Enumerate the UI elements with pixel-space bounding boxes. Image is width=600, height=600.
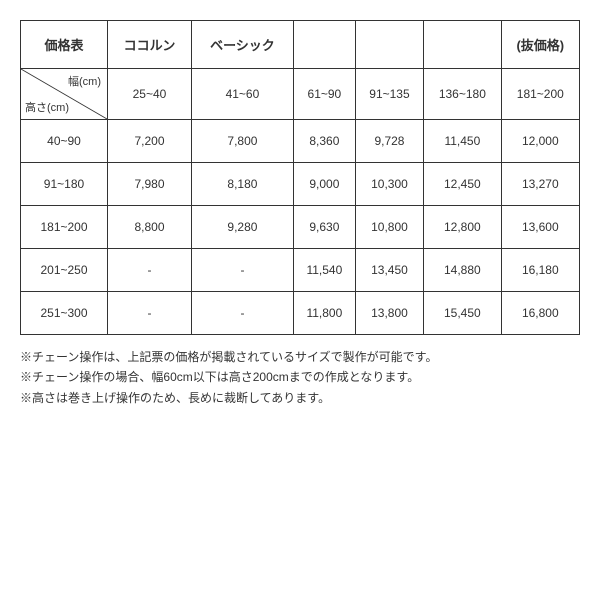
- height-axis-label: 高さ(cm): [25, 99, 69, 115]
- height-header: 251~300: [21, 292, 108, 335]
- width-header: 181~200: [501, 69, 579, 120]
- height-header: 91~180: [21, 163, 108, 206]
- price-cell: 12,800: [424, 206, 502, 249]
- price-cell: -: [191, 249, 293, 292]
- price-cell: 9,728: [355, 120, 423, 163]
- width-header: 91~135: [355, 69, 423, 120]
- price-cell: 16,180: [501, 249, 579, 292]
- price-note: (抜価格): [501, 21, 579, 69]
- price-cell: 13,600: [501, 206, 579, 249]
- table-title: 価格表: [21, 21, 108, 69]
- price-cell: 7,800: [191, 120, 293, 163]
- diagonal-header: 幅(cm) 高さ(cm): [21, 69, 108, 120]
- note-line: ※高さは巻き上げ操作のため、長めに裁断してあります。: [20, 388, 580, 408]
- width-header: 41~60: [191, 69, 293, 120]
- price-cell: 11,450: [424, 120, 502, 163]
- price-cell: 7,200: [108, 120, 192, 163]
- table-row: 40~90 7,200 7,800 8,360 9,728 11,450 12,…: [21, 120, 580, 163]
- notes-section: ※チェーン操作は、上記票の価格が掲載されているサイズで製作が可能です。 ※チェー…: [20, 347, 580, 408]
- width-header: 136~180: [424, 69, 502, 120]
- width-axis-label: 幅(cm): [68, 73, 101, 89]
- table-row: 91~180 7,980 8,180 9,000 10,300 12,450 1…: [21, 163, 580, 206]
- price-cell: 10,800: [355, 206, 423, 249]
- header-row: 幅(cm) 高さ(cm) 25~40 41~60 61~90 91~135 13…: [21, 69, 580, 120]
- price-cell: 14,880: [424, 249, 502, 292]
- price-cell: -: [191, 292, 293, 335]
- price-cell: 7,980: [108, 163, 192, 206]
- table-row: 181~200 8,800 9,280 9,630 10,800 12,800 …: [21, 206, 580, 249]
- product-name-1: ココルン: [108, 21, 192, 69]
- table-row: 251~300 - - 11,800 13,800 15,450 16,800: [21, 292, 580, 335]
- price-cell: -: [108, 249, 192, 292]
- price-cell: 13,270: [501, 163, 579, 206]
- width-header: 61~90: [293, 69, 355, 120]
- note-line: ※チェーン操作は、上記票の価格が掲載されているサイズで製作が可能です。: [20, 347, 580, 367]
- price-cell: 8,800: [108, 206, 192, 249]
- price-cell: 11,800: [293, 292, 355, 335]
- title-blank-1: [293, 21, 355, 69]
- price-cell: 9,280: [191, 206, 293, 249]
- width-header: 25~40: [108, 69, 192, 120]
- price-cell: 15,450: [424, 292, 502, 335]
- height-header: 40~90: [21, 120, 108, 163]
- height-header: 181~200: [21, 206, 108, 249]
- price-cell: -: [108, 292, 192, 335]
- price-cell: 9,630: [293, 206, 355, 249]
- price-cell: 13,450: [355, 249, 423, 292]
- table-row: 201~250 - - 11,540 13,450 14,880 16,180: [21, 249, 580, 292]
- price-cell: 9,000: [293, 163, 355, 206]
- title-blank-3: [424, 21, 502, 69]
- price-cell: 8,360: [293, 120, 355, 163]
- title-blank-2: [355, 21, 423, 69]
- price-cell: 13,800: [355, 292, 423, 335]
- price-cell: 16,800: [501, 292, 579, 335]
- title-row: 価格表 ココルン ベーシック (抜価格): [21, 21, 580, 69]
- price-cell: 12,450: [424, 163, 502, 206]
- price-cell: 11,540: [293, 249, 355, 292]
- price-cell: 12,000: [501, 120, 579, 163]
- price-cell: 10,300: [355, 163, 423, 206]
- product-name-2: ベーシック: [191, 21, 293, 69]
- height-header: 201~250: [21, 249, 108, 292]
- price-table: 価格表 ココルン ベーシック (抜価格) 幅(cm) 高さ(cm) 25~40 …: [20, 20, 580, 335]
- price-cell: 8,180: [191, 163, 293, 206]
- note-line: ※チェーン操作の場合、幅60cm以下は高さ200cmまでの作成となります。: [20, 367, 580, 387]
